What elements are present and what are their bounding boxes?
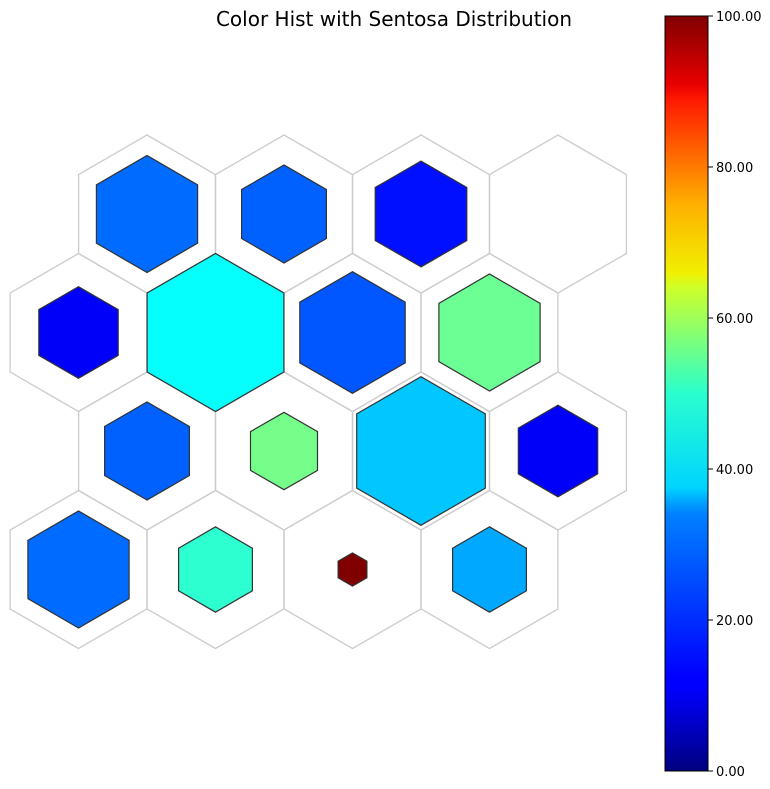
hex-cell: [241, 164, 327, 264]
hex-cells: [27, 154, 599, 629]
colorbar-tick-label: 60.00: [716, 312, 753, 327]
hex-cell: [299, 271, 406, 394]
hex-cell: [146, 252, 285, 413]
colorbar-tick-label: 100.00: [716, 10, 762, 25]
colorbar: 0.00 20.00 40.00 60.00 80.00 100.00: [664, 10, 762, 780]
hex-cell: [337, 552, 368, 587]
hex-cell: [517, 404, 599, 498]
hex-cell: [438, 273, 541, 392]
hex-cell: [452, 526, 528, 613]
colorbar-gradient: [664, 15, 709, 772]
hex-cell: [374, 160, 468, 268]
colorbar-ticks: 0.00 20.00 40.00 60.00 80.00 100.00: [708, 10, 762, 780]
chart-title: Color Hist with Sentosa Distribution: [216, 7, 572, 31]
hex-grid-cell: [420, 489, 559, 650]
colorbar-tick-label: 80.00: [716, 161, 753, 176]
hex-cell: [38, 286, 119, 379]
hex-cell: [356, 376, 486, 526]
hex-grid-cell: [488, 134, 628, 294]
colorbar-tick-label: 20.00: [716, 614, 753, 629]
hex-cell: [95, 154, 199, 274]
colorbar-tick-label: 40.00: [716, 463, 753, 478]
hex-cell: [249, 411, 319, 491]
hex-cell: [27, 510, 130, 629]
hex-cell: [103, 401, 190, 501]
colorbar-tick-label: 0.00: [716, 765, 745, 780]
hex-cell: [178, 526, 253, 613]
